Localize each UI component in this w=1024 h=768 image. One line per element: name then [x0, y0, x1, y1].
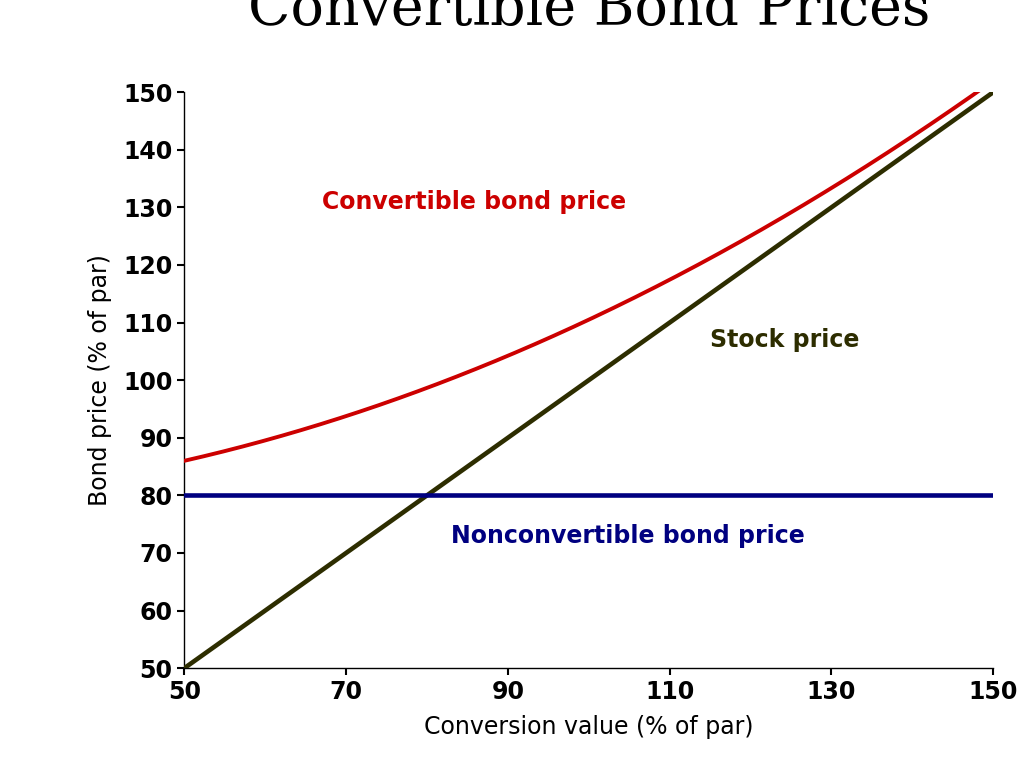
- Title: Convertible Bond Prices: Convertible Bond Prices: [248, 0, 930, 37]
- Text: Nonconvertible bond price: Nonconvertible bond price: [452, 524, 805, 548]
- X-axis label: Conversion value (% of par): Conversion value (% of par): [424, 715, 754, 739]
- Y-axis label: Bond price (% of par): Bond price (% of par): [88, 254, 112, 506]
- Text: Convertible bond price: Convertible bond price: [322, 190, 626, 214]
- Text: Stock price: Stock price: [711, 328, 859, 352]
